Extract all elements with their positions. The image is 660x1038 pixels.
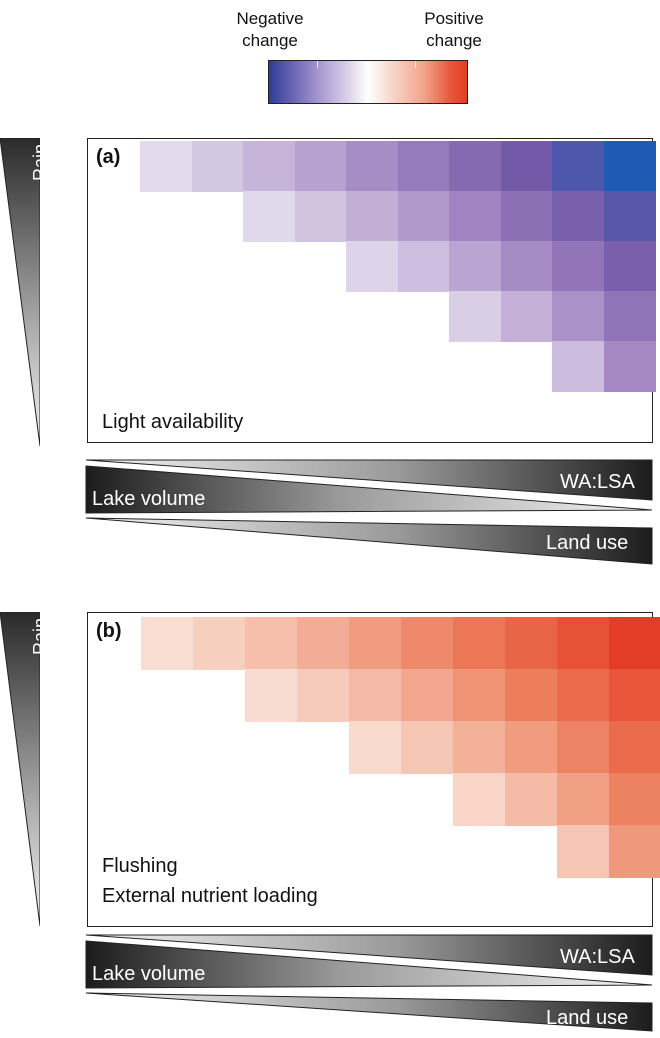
heatmap-cell — [505, 773, 558, 826]
panel-b-letter: (b) — [96, 620, 122, 642]
heatmap-cell — [557, 825, 610, 878]
panel-b-caption-1: Flushing — [102, 855, 178, 877]
heatmap-cell — [500, 141, 553, 192]
wa-lsa-label-b: WA:LSA — [560, 946, 635, 968]
heatmap-cell — [609, 617, 660, 670]
heatmap-cell — [603, 341, 656, 392]
heatmap-cell — [449, 191, 501, 242]
land-use-label-a: Land use — [546, 532, 629, 554]
land-use-wedge-b — [85, 992, 653, 1032]
heatmap-cell — [500, 241, 553, 292]
lake-volume-wedge-b — [85, 940, 653, 989]
heatmap-cell — [557, 617, 610, 670]
land-use-wedge-a — [85, 517, 653, 565]
heatmap-cell — [557, 669, 610, 722]
heatmap-cell — [346, 191, 398, 242]
heatmap-cell — [557, 721, 610, 774]
heatmap-cell — [349, 721, 402, 774]
heatmap-cell — [193, 617, 246, 670]
heatmap-cell — [552, 241, 604, 292]
heatmap-cell — [449, 141, 501, 192]
heatmap-cell — [243, 191, 295, 242]
heatmap-cell — [552, 191, 604, 242]
heatmap-cell — [397, 241, 450, 292]
heatmap-cell — [349, 617, 402, 670]
heatmap-cell — [505, 721, 558, 774]
heatmap-cell — [505, 617, 558, 670]
heatmap-cell — [609, 669, 660, 722]
heatmap-cell — [557, 773, 610, 826]
rain-wedge-a — [0, 138, 40, 447]
heatmap-cell — [297, 669, 350, 722]
heatmap-cell — [397, 191, 450, 242]
heatmap-cell — [552, 291, 604, 342]
heatmap-cell — [453, 721, 506, 774]
heatmap-cell — [603, 291, 656, 342]
heatmap-cell — [140, 141, 192, 192]
lake-volume-label-b: Lake volume — [92, 963, 206, 985]
lake-volume-wedge-a — [85, 465, 653, 514]
heatmap-cell — [401, 721, 454, 774]
heatmap-cell — [603, 141, 656, 192]
heatmap-cell — [294, 191, 347, 242]
wa-lsa-wedge-a — [85, 459, 653, 501]
heatmap-cell — [294, 141, 347, 192]
heatmap-cell — [453, 617, 506, 670]
heatmap-cell — [141, 617, 194, 670]
heatmap-cell — [500, 191, 553, 242]
heatmap-cell — [401, 669, 454, 722]
panel-b-caption-2: External nutrient loading — [102, 885, 318, 907]
heatmap-cell — [245, 617, 298, 670]
heatmap-cell — [609, 825, 660, 878]
heatmap-cell — [397, 141, 450, 192]
heatmap-cell — [603, 241, 656, 292]
heatmap-cell — [500, 291, 553, 342]
panel-a-heatmap: (a) Light availability — [87, 138, 656, 443]
panel-b-heatmap: (b) Flushing External nutrient loading — [87, 612, 660, 927]
axis-bars-a — [85, 459, 653, 565]
land-use-label-b: Land use — [546, 1007, 629, 1029]
wa-lsa-wedge-b — [85, 934, 653, 976]
heatmap-cell — [609, 721, 660, 774]
heatmap-cell — [245, 669, 298, 722]
heatmap-cell — [505, 669, 558, 722]
heatmap-cell — [346, 141, 398, 192]
rain-wedge-b — [0, 612, 40, 927]
heatmap-cell — [552, 141, 604, 192]
heatmap-cell — [243, 141, 295, 192]
heatmap-cell — [449, 291, 501, 342]
heatmap-cell — [609, 773, 660, 826]
panel-a-caption-1: Light availability — [102, 411, 244, 433]
heatmap-cell — [349, 669, 402, 722]
rain-label-b: Rain — [30, 617, 51, 656]
axis-bars-b — [85, 934, 653, 1032]
lake-volume-label-a: Lake volume — [92, 488, 206, 510]
rain-label-a: Rain — [30, 143, 51, 182]
heatmap-cell — [603, 191, 656, 242]
wa-lsa-label-a: WA:LSA — [560, 471, 635, 493]
heatmap-cell — [449, 241, 501, 292]
legend-negative-label: Negative change — [236, 9, 304, 50]
heatmap-cell — [401, 617, 454, 670]
heatmap-cell — [453, 773, 506, 826]
color-scale-bar — [268, 60, 468, 104]
heatmap-cell — [191, 141, 244, 192]
heatmap-cell — [453, 669, 506, 722]
heatmap-cell — [297, 617, 350, 670]
heatmap-cell — [552, 341, 604, 392]
heatmap-cell — [346, 241, 398, 292]
panel-a-letter: (a) — [96, 146, 121, 168]
legend-positive-label: Positive change — [424, 9, 484, 50]
